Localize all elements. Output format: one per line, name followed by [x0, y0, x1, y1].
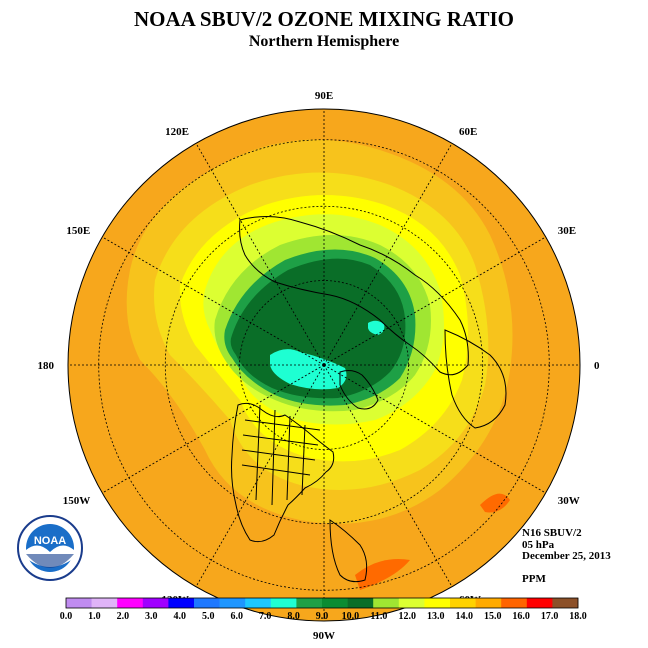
info-panel: N16 SBUV/2 05 hPa December 25, 2013 PPM: [522, 527, 611, 585]
colorbar-outline: [65, 597, 579, 609]
colorbar-swatch: [347, 598, 374, 608]
colorbar-tick-label: 4.0: [174, 611, 187, 622]
colorbar-swatch: [552, 598, 579, 608]
colorbar-tick-label: 12.0: [399, 611, 417, 622]
colorbar-tick-label: 1.0: [88, 611, 101, 622]
colorbar-swatch: [194, 598, 220, 608]
noaa-logo: NOAA: [17, 515, 83, 581]
colorbar-tick-label: 18.0: [569, 611, 587, 622]
meridian-line: [102, 236, 325, 366]
figure-subtitle: Northern Hemisphere: [249, 33, 399, 50]
logo-bottom-arc: [26, 554, 74, 568]
colorbar-tick-label: 2.0: [117, 611, 130, 622]
colorbar-tick-label: 10.0: [342, 611, 360, 622]
meridian-line: [323, 364, 453, 587]
colorbar-tick-label: 0.0: [60, 611, 73, 622]
colorbar-swatch: [398, 598, 425, 608]
meridian-line: [323, 236, 546, 366]
coastline-greenland: [339, 370, 379, 410]
colorbar-swatch: [450, 598, 476, 608]
coastline-eurasia: [239, 216, 469, 376]
colorbar-tick-label: 7.0: [259, 611, 272, 622]
contour-band-red-orange-2: [480, 493, 510, 513]
colorbar-swatch: [117, 598, 144, 608]
meridian-line: [195, 143, 325, 366]
longitude-label: 60E: [459, 126, 477, 138]
meridian-line: [102, 364, 325, 494]
longitude-label: 0: [594, 360, 600, 372]
longitude-label: 30E: [558, 225, 576, 237]
figure-title: NOAA SBUV/2 OZONE MIXING RATIO: [134, 7, 514, 31]
contour-band-cyan-2: [368, 320, 385, 335]
colorbar-tick-label: 9.0: [316, 611, 329, 622]
colorbar-swatch: [66, 598, 92, 608]
coastlines: [231, 216, 507, 583]
longitude-label: 30W: [558, 495, 580, 507]
colorbar-tick-label: 8.0: [287, 611, 300, 622]
colorbar-swatch: [501, 598, 528, 608]
colorbar-swatch: [424, 598, 451, 608]
colorbar-swatch: [526, 598, 553, 608]
longitude-label: 90W: [313, 630, 335, 642]
longitude-label: 90E: [315, 90, 333, 102]
polar-map: [68, 109, 580, 621]
contour-band-red-orange-3: [355, 559, 410, 590]
colorbar-tick-label: 17.0: [541, 611, 559, 622]
us-grid-lines: [241, 404, 321, 506]
colorbar-swatch: [142, 598, 169, 608]
meridian-line: [323, 364, 546, 494]
instrument-label: N16 SBUV/2: [522, 527, 582, 539]
colorbar-ticks: 0.0 1.0 2.0 3.0 4.0 5.0 6.0 7.0 8.0 9.0 10.0 11.0 12…: [60, 611, 587, 622]
colorbar-swatch: [245, 598, 272, 608]
colorbar-swatch: [475, 598, 502, 608]
longitude-label: 120E: [165, 126, 189, 138]
coastline-north-america: [231, 402, 335, 543]
colorbar-tick-label: 16.0: [512, 611, 530, 622]
colorbar-tick-label: 13.0: [427, 611, 445, 622]
colorbar-swatch: [270, 598, 297, 608]
colorbar-tick-label: 14.0: [455, 611, 473, 622]
colorbar-tick-label: 6.0: [230, 611, 243, 622]
colorbar-tick-label: 5.0: [202, 611, 215, 622]
longitude-label: 180: [38, 360, 55, 372]
colorbar-swatch: [373, 598, 400, 608]
globe-outline: [67, 108, 581, 622]
latitude-circle: [164, 205, 484, 525]
colorbar-swatch: [219, 598, 246, 608]
longitude-label: 150E: [66, 225, 90, 237]
meridian-line: [195, 364, 325, 587]
date-label: December 25, 2013: [522, 550, 611, 562]
colorbar: [65, 597, 579, 609]
contour-band-cyan-1: [270, 349, 347, 390]
coastline-africa: [444, 329, 507, 429]
longitude-label: 150W: [63, 495, 91, 507]
coastline-south-america: [329, 519, 368, 583]
level-label: 05 hPa: [522, 539, 555, 551]
logo-text: NOAA: [34, 535, 66, 547]
colorbar-swatch: [168, 598, 195, 608]
colorbar-swatch: [322, 598, 348, 608]
meridian-line: [323, 143, 453, 366]
colorbar-tick-label: 15.0: [484, 611, 502, 622]
colorbar-swatch: [91, 598, 118, 608]
units-label: PPM: [522, 573, 546, 585]
graticule: [68, 109, 580, 621]
colorbar-tick-label: 11.0: [370, 611, 387, 622]
colorbar-swatch: [296, 598, 323, 608]
colorbar-tick-label: 3.0: [145, 611, 158, 622]
